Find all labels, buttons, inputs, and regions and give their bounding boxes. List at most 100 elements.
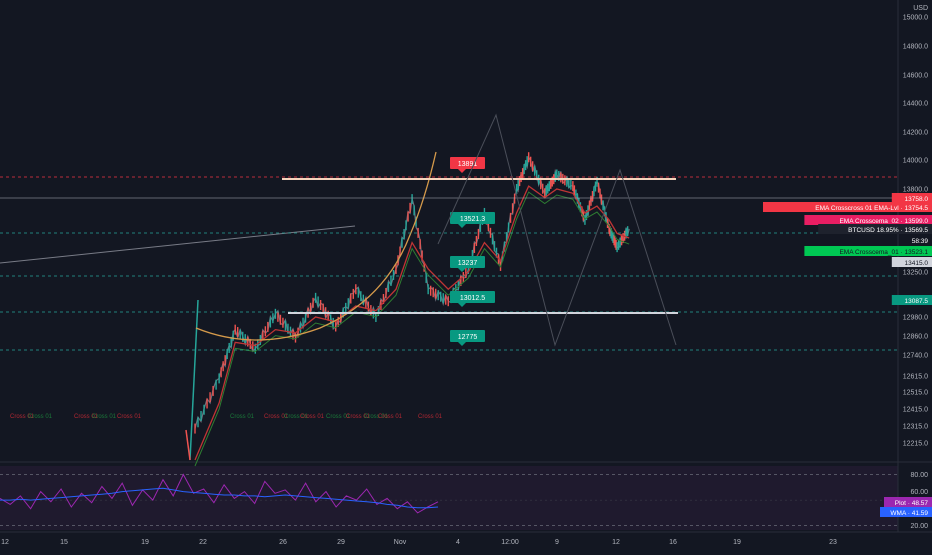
level-tag-label: 13012.5 — [460, 295, 485, 302]
oscillator-background — [0, 466, 898, 530]
price-tick-label: 13800.0 — [903, 187, 928, 194]
rally-candles — [189, 299, 199, 461]
horizontal-levels[interactable]: 13891 13521.3 13237 13012.5 12775 — [0, 157, 898, 351]
price-tick-label: 12740.0 — [903, 353, 928, 360]
price-tick-label: 12415.0 — [903, 407, 928, 414]
osc-plot-label-box — [884, 497, 932, 507]
price-label-text: 13415.0 — [905, 260, 929, 267]
price-label-box — [763, 202, 932, 212]
osc-plot-label: Plot · 48.57 — [895, 500, 929, 507]
cross-marker-label: Cross 01 — [364, 414, 389, 420]
level-tag-box — [450, 330, 485, 342]
level-tag-arrow — [458, 169, 466, 173]
price-tick-label: 14400.0 — [903, 101, 928, 108]
time-tick-label: 12 — [1, 539, 9, 546]
ema-line — [194, 185, 630, 461]
level-tag-box — [450, 256, 485, 268]
price-tick-label: 13250.0 — [903, 270, 928, 277]
currency-label: USD — [913, 5, 928, 12]
price-label-text: BTCUSD 18.95% · 13569.5 — [848, 227, 928, 234]
price-series — [185, 151, 630, 467]
cross-marker-label: Cross 01 — [284, 414, 309, 420]
osc-plot-line — [0, 473, 439, 514]
cross-marker-label: Cross 01 — [300, 414, 325, 420]
level-tag-arrow — [458, 342, 466, 346]
cross-marker-label: Cross 01 — [74, 414, 99, 420]
price-tick-label: 12860.0 — [903, 334, 928, 341]
osc-tick-label: 60.00 — [910, 489, 928, 496]
price-label-box — [891, 257, 932, 267]
osc-wma-label-box — [880, 507, 932, 517]
level-tag-arrow — [458, 268, 466, 272]
level-tag-box — [450, 212, 495, 224]
cross-marker-label: Cross 01 — [264, 414, 289, 420]
price-label-box — [891, 193, 932, 203]
osc-tick-label: 20.00 — [910, 523, 928, 530]
price-label-box — [804, 215, 932, 225]
price-grid — [0, 0, 932, 533]
ema-line-2 — [194, 191, 630, 467]
time-axis[interactable]: 12 15 19 22 26 29 Nov 4 12:00 9 12 16 19 23 — [1, 539, 837, 546]
cross-marker-label: Cross 01 — [117, 414, 142, 420]
cross-marker-label: Cross 01 — [28, 414, 53, 420]
cross-marker-label: Cross 01 — [10, 414, 35, 420]
price-label-text: 13087.5 — [905, 298, 929, 305]
level-tag-label: 12775 — [458, 334, 478, 341]
rally-wick — [185, 429, 191, 461]
cross-marker-label: Cross 01 — [230, 414, 255, 420]
price-label-box — [818, 224, 932, 234]
price-tick-label: 12215.0 — [903, 441, 928, 448]
time-tick-label: 12:00 — [501, 539, 519, 546]
price-label-box — [804, 246, 932, 256]
level-tag-label: 13521.3 — [460, 216, 485, 223]
cross-marker-label: Cross 01 — [326, 414, 351, 420]
time-tick-label: 26 — [279, 539, 287, 546]
osc-tick-label: 80.00 — [910, 472, 928, 479]
gray-trendline — [0, 225, 356, 264]
price-label-text: EMA Crosscema_01 · 13523.1 — [839, 249, 928, 256]
time-tick-label: 9 — [555, 539, 559, 546]
cross-marker-label: Cross 01 — [418, 414, 443, 420]
price-tick-label: 15000.0 — [903, 15, 928, 22]
time-tick-label: Nov — [394, 539, 407, 546]
time-tick-label: 23 — [829, 539, 837, 546]
time-tick-label: 12 — [612, 539, 620, 546]
price-tick-label: 12615.0 — [903, 374, 928, 381]
time-tick-label: 19 — [141, 539, 149, 546]
price-tick-label: 14000.0 — [903, 158, 928, 165]
price-tick-label: 14600.0 — [903, 73, 928, 80]
time-tick-label: 15 — [60, 539, 68, 546]
time-tick-label: 4 — [456, 539, 460, 546]
price-tick-label: 12980.0 — [903, 315, 928, 322]
cross-marker-label: Cross 01 — [92, 414, 117, 420]
countdown-label: 58:39 — [912, 238, 929, 245]
price-label-box — [891, 295, 932, 305]
price-tick-label: 14200.0 — [903, 130, 928, 137]
level-tag-label: 13237 — [458, 260, 478, 267]
price-label-text: EMA Crosscema_02 · 13599.0 — [839, 218, 928, 225]
level-tag-arrow — [458, 303, 466, 307]
level-tag-label: 13891 — [458, 161, 478, 168]
osc-wma-label: WMA · 41.59 — [890, 510, 928, 517]
price-tick-label: 14800.0 — [903, 44, 928, 51]
price-label-text: EMA Crosscross 01 EMA-Lvl · 13754.5 — [815, 205, 928, 212]
price-label-text: 13758.0 — [905, 196, 929, 203]
level-tag-box — [450, 291, 495, 303]
time-tick-label: 16 — [669, 539, 677, 546]
cross-marker-label: Cross 01 — [378, 414, 403, 420]
projection-path[interactable] — [437, 113, 677, 347]
time-tick-label: 19 — [733, 539, 741, 546]
cross-marker-label: Cross 01 — [346, 414, 371, 420]
level-tag-arrow — [458, 224, 466, 228]
osc-wma-line — [0, 487, 439, 509]
drawings[interactable] — [437, 113, 677, 347]
price-tick-label: 12315.0 — [903, 424, 928, 431]
time-tick-label: 22 — [199, 539, 207, 546]
price-tick-label: 12515.0 — [903, 390, 928, 397]
time-tick-label: 29 — [337, 539, 345, 546]
price-axis[interactable]: USD 15000.0 14800.0 14600.0 14400.0 14200.0 14… — [763, 5, 932, 448]
